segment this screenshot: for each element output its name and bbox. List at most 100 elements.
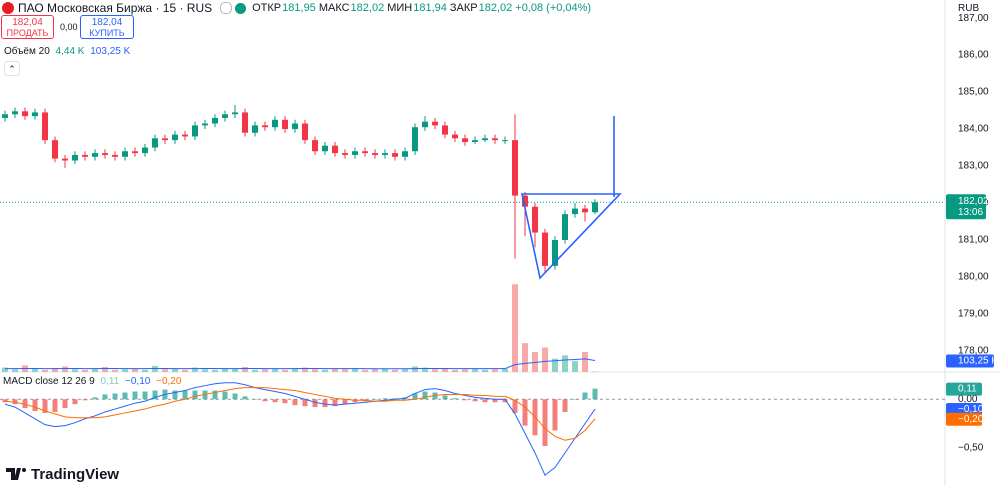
symbol-title: ПАО Московская Биржа · 15 · RUS <box>18 1 213 15</box>
ohlc-value: 181,95 <box>282 2 316 14</box>
volume-bar <box>122 369 128 372</box>
volume-bar <box>232 368 238 372</box>
change: +0,08 (+0,04%) <box>515 2 592 14</box>
price-tick-label: 183,00 <box>958 161 989 172</box>
candle-body <box>112 154 118 157</box>
collapse-button[interactable]: ⌃ <box>4 61 20 76</box>
volume-bar <box>132 368 138 372</box>
candle-body <box>42 112 48 141</box>
volume-bar <box>162 369 168 372</box>
volume-bar <box>442 368 448 372</box>
candle-body <box>202 123 208 126</box>
macd-badge-label: −0,10 <box>958 404 984 415</box>
macd-histogram-bar <box>262 399 268 402</box>
macd-histogram-bar <box>52 399 58 412</box>
logo-icon-dot <box>22 468 26 472</box>
logo-icon <box>6 468 21 480</box>
last-price-label: 182,02 <box>958 196 989 207</box>
macd-line <box>4 382 596 477</box>
price-tick-label: 187,00 <box>958 13 989 24</box>
volume-bar <box>222 368 228 372</box>
volume-bar <box>512 284 518 372</box>
status-icon <box>220 2 233 14</box>
candle-body <box>262 125 268 128</box>
macd-histogram-bar <box>502 399 508 403</box>
volume-bar <box>92 368 98 372</box>
macd-histogram-bar <box>212 390 218 400</box>
macd-badge-label: −0,20 <box>958 414 984 425</box>
macd-histogram-bar <box>332 399 338 407</box>
macd-histogram-bar <box>142 391 148 400</box>
candle-body <box>362 151 368 154</box>
ohlc-value: 181,94 <box>413 2 447 14</box>
candle-body <box>502 140 508 142</box>
macd-histogram-bar <box>312 399 318 408</box>
volume-last: 4,44 K <box>55 46 85 57</box>
volume-bar <box>402 369 408 372</box>
candle-body <box>62 158 68 161</box>
candle-body <box>482 138 488 141</box>
currency: RUB <box>958 3 980 14</box>
macd-histogram-bar <box>582 392 588 400</box>
volume-bar <box>342 369 348 372</box>
candle-body <box>552 239 558 266</box>
macd-badge-label: 0,11 <box>958 384 977 395</box>
symbol-row: ПАО Московская Биржа · 15 · RUS ОТКР181,… <box>2 1 591 15</box>
volume-bar <box>432 369 438 372</box>
volume-bar <box>492 369 498 372</box>
candle-body <box>172 134 178 141</box>
candle-body <box>512 140 518 196</box>
volume-bar <box>332 368 338 372</box>
macd-line <box>4 387 596 441</box>
ohlc-label: МАКС <box>318 2 350 14</box>
candle-body <box>452 134 458 139</box>
volume-bar <box>2 367 8 372</box>
logo-text: TradingView <box>31 466 119 483</box>
candle-body <box>2 114 8 118</box>
price-tick-label: 180,00 <box>958 272 989 283</box>
macd-histogram-bar <box>132 391 138 400</box>
volume-bar <box>562 355 568 372</box>
volume-legend: Объём 20 4,44 K 103,25 K <box>4 46 133 57</box>
macd-histogram-bar <box>32 399 38 411</box>
macd-histogram-bar <box>512 399 518 413</box>
macd-histogram-bar <box>462 399 468 401</box>
volume-bar <box>582 352 588 372</box>
volume-bar <box>52 368 58 372</box>
macd-histogram-bar <box>92 397 98 400</box>
sell-label: ПРОДАТЬ <box>6 28 49 38</box>
buy-button[interactable]: 182,04 КУПИТЬ <box>80 15 134 39</box>
volume-bar <box>302 367 308 372</box>
volume-bar <box>72 369 78 372</box>
candle-body <box>72 154 78 161</box>
macd-histogram-bar <box>342 399 348 405</box>
macd-histogram-bar <box>152 390 158 400</box>
volume-bar <box>192 367 198 372</box>
candle-body <box>342 153 348 155</box>
candle-body <box>102 153 108 155</box>
candle-body <box>352 151 358 155</box>
macd-histogram-bar <box>252 399 258 400</box>
volume-bar <box>102 367 108 372</box>
candle-body <box>542 232 548 266</box>
candle-body <box>232 112 238 115</box>
volume-bar <box>572 360 578 372</box>
macd-histogram-bar <box>72 399 78 405</box>
macd-histogram-bar <box>382 398 388 400</box>
candle-body <box>562 214 568 240</box>
macd-histogram-bar <box>442 395 448 400</box>
candle-body <box>302 123 308 141</box>
candle-body <box>422 121 428 128</box>
macd-histogram-bar <box>122 392 128 400</box>
volume-bar <box>422 367 428 372</box>
candle-body <box>272 119 278 128</box>
volume-bar <box>212 369 218 372</box>
macd-legend: MACD close 12 26 9 0,11 −0,10 −0,20 <box>3 376 184 387</box>
macd-badge <box>946 382 982 396</box>
ohlc-value: 182,02 <box>350 2 385 14</box>
sell-button[interactable]: 182,04 ПРОДАТЬ <box>1 15 54 39</box>
macd-histogram-bar <box>562 399 568 412</box>
macd-title: MACD close 12 26 9 <box>3 376 95 387</box>
volume-bar <box>552 358 558 372</box>
volume-bar <box>32 368 38 372</box>
